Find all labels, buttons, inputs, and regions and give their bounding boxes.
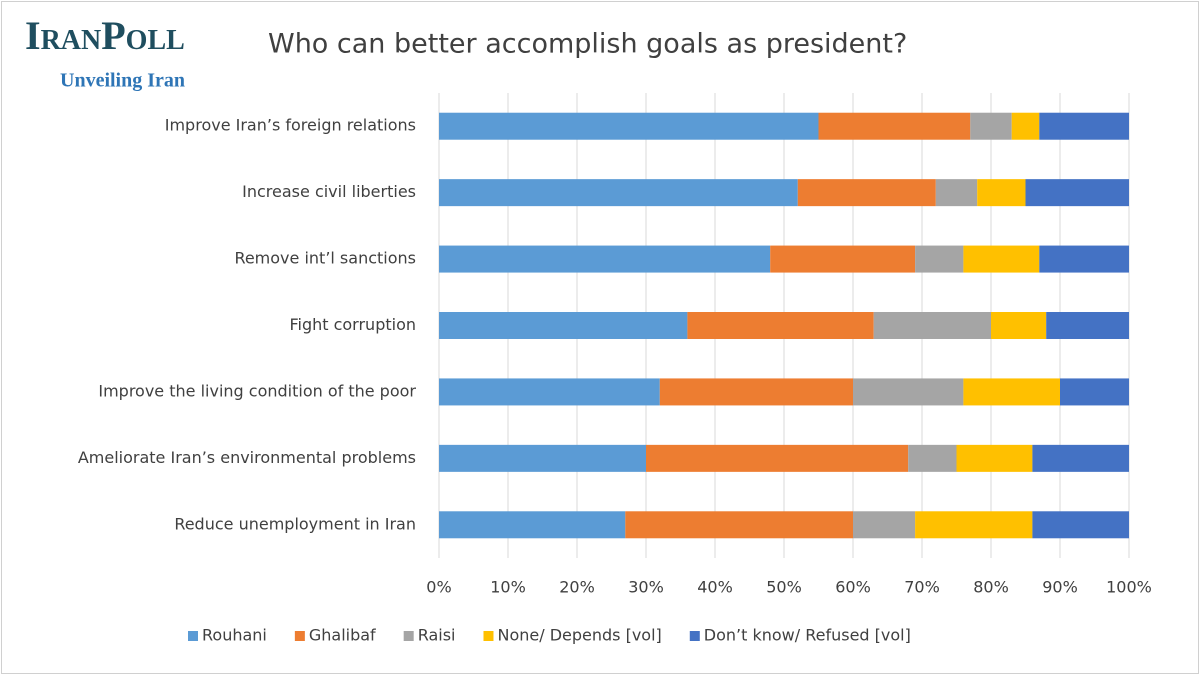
bar-segment bbox=[1039, 112, 1129, 140]
bar-segment bbox=[1032, 511, 1129, 539]
x-tick-label: 100% bbox=[1106, 578, 1152, 597]
bar-segment bbox=[873, 312, 991, 339]
x-tick-label: 60% bbox=[835, 578, 871, 597]
legend-swatch bbox=[689, 631, 700, 641]
bar-segment bbox=[977, 179, 1026, 207]
x-tick-label: 20% bbox=[559, 578, 595, 597]
legend-label: None/ Depends [vol] bbox=[497, 626, 661, 645]
legend-label: Raisi bbox=[418, 626, 456, 645]
legend-swatch bbox=[403, 631, 414, 641]
bar-segment bbox=[1011, 112, 1040, 140]
y-tick-label: Fight corruption bbox=[289, 315, 416, 334]
bar-segment bbox=[1025, 179, 1129, 207]
bar-segment bbox=[991, 312, 1047, 339]
legend-label: Don’t know/ Refused [vol] bbox=[704, 626, 911, 645]
bar-segment bbox=[915, 245, 964, 273]
x-tick-label: 30% bbox=[628, 578, 664, 597]
bar-segment bbox=[439, 245, 771, 273]
bar-segment bbox=[970, 112, 1012, 140]
x-tick-label: 80% bbox=[973, 578, 1009, 597]
bar-segment bbox=[915, 511, 1033, 539]
bar-segment bbox=[1060, 378, 1129, 406]
x-tick-label: 40% bbox=[697, 578, 733, 597]
bar-segment bbox=[659, 378, 853, 406]
bar-segment bbox=[853, 511, 916, 539]
y-tick-label: Improve Iran’s foreign relations bbox=[165, 116, 416, 135]
bar-segment bbox=[1039, 245, 1129, 273]
y-tick-label: Improve the living condition of the poor bbox=[98, 381, 416, 400]
y-tick-label: Reduce unemployment in Iran bbox=[174, 514, 416, 533]
bar-segment bbox=[439, 179, 798, 207]
bar-segment bbox=[935, 179, 978, 207]
bar-segment bbox=[956, 444, 1033, 472]
legend-swatch bbox=[188, 631, 198, 641]
bar-segment bbox=[687, 312, 874, 339]
y-tick-label: Ameliorate Iran’s environmental problems bbox=[78, 448, 416, 467]
bar-segment bbox=[770, 245, 916, 273]
bar-segment bbox=[625, 511, 853, 539]
bar-segment bbox=[818, 112, 971, 140]
legend-label: Ghalibaf bbox=[309, 626, 376, 645]
bar-segment bbox=[963, 378, 1060, 406]
bar-segment bbox=[853, 378, 964, 406]
x-tick-label: 0% bbox=[426, 578, 451, 597]
x-tick-label: 10% bbox=[490, 578, 526, 597]
bar-segment bbox=[439, 378, 660, 406]
bar-segment bbox=[963, 245, 1040, 273]
bar-segment bbox=[439, 112, 819, 140]
bar-segment bbox=[1046, 312, 1129, 339]
legend-label: Rouhani bbox=[202, 626, 267, 645]
bar-segment bbox=[1032, 444, 1129, 472]
legend-swatch bbox=[294, 631, 305, 641]
chart-title: Who can better accomplish goals as presi… bbox=[268, 29, 907, 60]
bar-segment bbox=[439, 312, 688, 339]
x-tick-label: 50% bbox=[766, 578, 802, 597]
tagline: Unveiling Iran bbox=[60, 70, 185, 92]
x-tick-label: 90% bbox=[1042, 578, 1078, 597]
y-tick-label: Increase civil liberties bbox=[242, 182, 416, 201]
bar-segment bbox=[908, 444, 957, 472]
bar-segment bbox=[439, 444, 646, 472]
logo: IranPoll bbox=[25, 13, 185, 58]
bar-segment bbox=[439, 511, 626, 539]
x-tick-label: 70% bbox=[904, 578, 940, 597]
y-tick-label: Remove int’l sanctions bbox=[234, 249, 416, 268]
bar-segment bbox=[646, 444, 909, 472]
bar-segment bbox=[797, 179, 936, 207]
legend-swatch bbox=[483, 631, 494, 641]
